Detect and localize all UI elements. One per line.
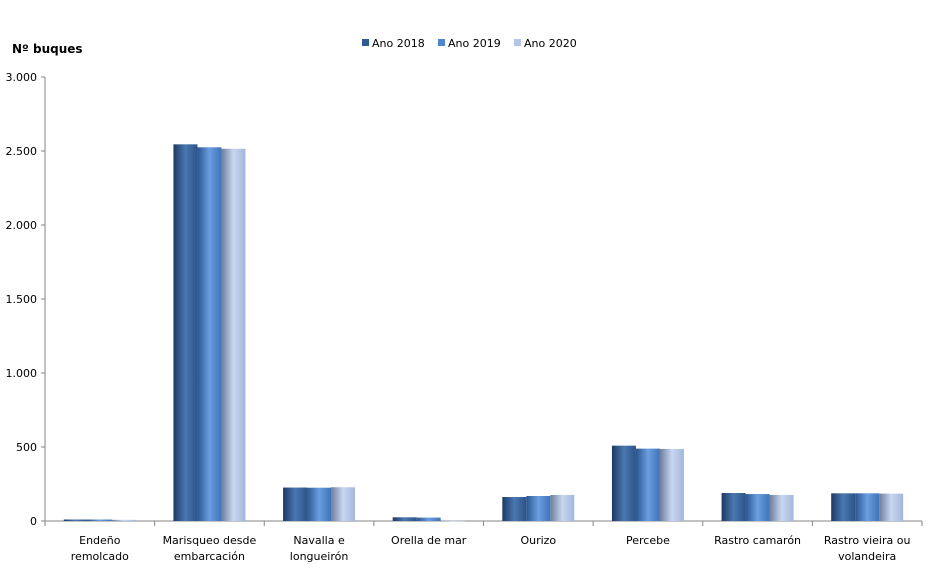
x-tick-label: embarcación [174,550,245,563]
y-tick-label: 3.000 [6,71,38,84]
bar-ano-2019 [635,448,660,521]
y-tick-label: 2.000 [6,219,38,232]
bar-ano-2020 [879,493,904,521]
y-tick-label: 0 [30,515,37,528]
x-tick-label: Orella de mar [391,534,467,547]
bar-ano-2019 [87,519,112,521]
bar-ano-2020 [111,519,136,521]
bar-ano-2020 [331,487,356,521]
bar-ano-2018 [502,497,527,521]
bar-ano-2019 [197,147,222,522]
bar-ano-2020 [659,448,684,521]
x-tick-label: Ourizo [520,534,556,547]
bar-ano-2018 [173,144,198,521]
bar-ano-2018 [611,445,636,521]
bar-ano-2019 [307,487,332,521]
x-tick-label: Endeño [79,534,121,547]
bar-ano-2018 [721,493,746,521]
legend: Ano 2018 Ano 2019 Ano 2020 [362,37,577,50]
bar-ano-2020 [769,494,794,521]
x-tick-label: volandeira [838,550,896,563]
x-tick-label: remolcado [71,550,129,563]
bar-ano-2020 [440,520,465,522]
y-tick-label: 2.500 [6,145,38,158]
bar-ano-2019 [745,494,770,521]
y-tick-label: 1.500 [6,293,38,306]
x-tick-label: Percebe [626,534,670,547]
bar-ano-2019 [855,493,880,521]
bar-ano-2019 [416,517,441,521]
legend-label: Ano 2020 [524,37,577,50]
bar-ano-2018 [831,493,856,521]
y-tick-label: 1.000 [6,367,38,380]
y-tick-label: 500 [16,441,37,454]
legend-label: Ano 2018 [372,37,425,50]
bar-ano-2018 [283,487,308,521]
bar-ano-2019 [526,495,551,521]
x-tick-label: Navalla e [293,534,345,547]
legend-swatch [514,39,521,46]
legend-swatch [362,39,369,46]
x-tick-label: Rastro camarón [714,534,801,547]
legend-label: Ano 2019 [448,37,501,50]
bar-ano-2020 [550,494,575,521]
x-tick-label: Rastro vieira ou [824,534,911,547]
bar-ano-2018 [392,517,417,521]
bar-ano-2020 [221,148,246,521]
y-axis-label: Nº buques [12,42,83,56]
x-tick-label: longueirón [290,550,349,563]
bar-ano-2018 [63,519,88,521]
x-tick-label: Marisqueo desde [163,534,257,547]
legend-swatch [438,39,445,46]
